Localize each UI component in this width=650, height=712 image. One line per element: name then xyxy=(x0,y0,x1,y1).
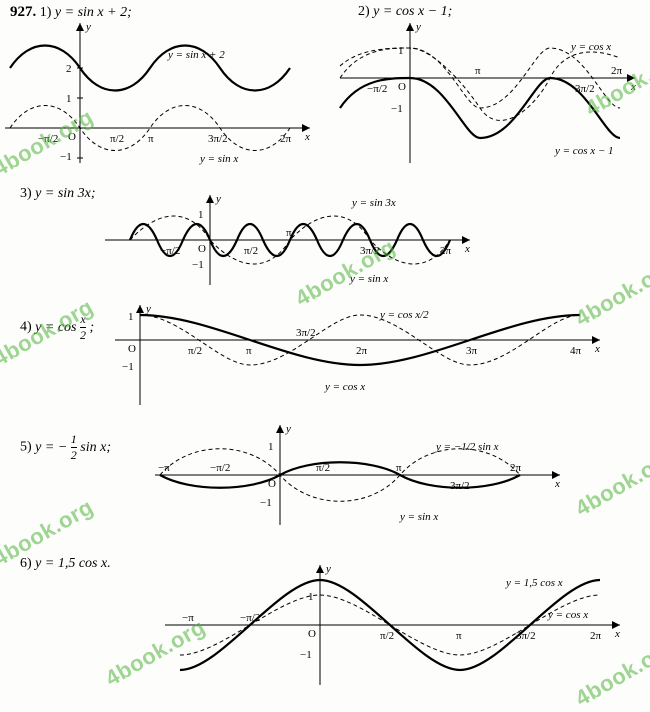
chart-3: y x O 1 −1 −π/2 π/2 π 3π/2 2π y = sin 3x… xyxy=(100,190,480,290)
svg-text:−1: −1 xyxy=(300,649,312,661)
svg-text:−1: −1 xyxy=(122,361,134,373)
svg-text:3π/2: 3π/2 xyxy=(208,133,228,145)
svg-text:3π/2: 3π/2 xyxy=(360,245,380,257)
svg-text:y: y xyxy=(215,193,221,205)
chart-5: y x O 1 −1 −π −π/2 π/2 π 3π/2 2π y = −1/… xyxy=(150,420,570,530)
svg-text:2π: 2π xyxy=(280,133,292,145)
svg-text:O: O xyxy=(128,343,136,355)
svg-text:2π: 2π xyxy=(590,630,602,642)
svg-text:π/2: π/2 xyxy=(380,630,394,642)
svg-text:−π: −π xyxy=(182,612,194,624)
svg-text:O: O xyxy=(198,243,206,255)
svg-text:x: x xyxy=(464,243,470,255)
svg-text:−π/2: −π/2 xyxy=(160,245,180,257)
svg-text:−π: −π xyxy=(158,462,170,474)
svg-text:y = sin x + 2: y = sin x + 2 xyxy=(167,49,225,61)
svg-text:y = cos x: y = cos x xyxy=(324,381,365,393)
svg-text:3π/2: 3π/2 xyxy=(516,630,536,642)
svg-text:2π: 2π xyxy=(611,65,623,77)
item-3-eq: y = sin 3x; xyxy=(35,186,95,201)
svg-text:y = 1,5 cos x: y = 1,5 cos x xyxy=(505,577,563,589)
svg-text:π/2: π/2 xyxy=(244,245,258,257)
item-5-eq: y = − 12 sin x; xyxy=(35,440,111,455)
svg-text:y: y xyxy=(325,563,331,575)
svg-text:3π/2: 3π/2 xyxy=(575,83,595,95)
svg-text:y = sin x: y = sin x xyxy=(399,511,438,523)
svg-text:π: π xyxy=(456,630,462,642)
svg-text:2π: 2π xyxy=(510,462,522,474)
svg-text:−1: −1 xyxy=(192,259,204,271)
svg-text:O: O xyxy=(398,81,406,93)
item-4-eq: y = cos x2 ; xyxy=(35,320,94,335)
svg-text:1: 1 xyxy=(398,45,404,57)
svg-text:π/2: π/2 xyxy=(316,462,330,474)
svg-text:−π/2: −π/2 xyxy=(38,133,58,145)
svg-text:1: 1 xyxy=(66,93,72,105)
svg-text:1: 1 xyxy=(198,209,204,221)
svg-text:4π: 4π xyxy=(570,345,582,357)
svg-text:−1: −1 xyxy=(391,103,403,115)
svg-text:y = cos x: y = cos x xyxy=(547,609,588,621)
svg-text:π/2: π/2 xyxy=(110,133,124,145)
svg-text:y = −1/2 sin x: y = −1/2 sin x xyxy=(435,441,499,453)
svg-text:π: π xyxy=(475,65,481,77)
svg-text:y = sin 3x: y = sin 3x xyxy=(351,197,396,209)
svg-text:y = cos x − 1: y = cos x − 1 xyxy=(554,145,614,157)
svg-text:3π/2: 3π/2 xyxy=(296,327,316,339)
svg-text:2π: 2π xyxy=(440,245,452,257)
svg-text:O: O xyxy=(68,131,76,143)
chart-2: y x O 1 −1 −π/2 π 3π/2 2π y = cos x y = … xyxy=(335,18,645,168)
svg-text:y = cos x: y = cos x xyxy=(570,41,611,53)
svg-text:x: x xyxy=(630,81,636,93)
svg-text:y = cos x/2: y = cos x/2 xyxy=(379,309,429,321)
svg-text:y = sin x: y = sin x xyxy=(349,273,388,285)
svg-text:−1: −1 xyxy=(260,497,272,509)
svg-text:y = sin x: y = sin x xyxy=(199,153,238,165)
svg-text:1: 1 xyxy=(308,591,314,603)
svg-text:−π/2: −π/2 xyxy=(367,83,387,95)
svg-text:O: O xyxy=(308,628,316,640)
watermark: 4book.org xyxy=(571,444,650,522)
svg-text:2π: 2π xyxy=(356,345,368,357)
svg-text:y: y xyxy=(145,303,151,315)
svg-text:π: π xyxy=(396,462,402,474)
svg-text:x: x xyxy=(554,478,560,490)
svg-text:1: 1 xyxy=(128,311,134,323)
svg-text:y: y xyxy=(285,423,291,435)
svg-text:π: π xyxy=(246,345,252,357)
svg-text:1: 1 xyxy=(268,441,274,453)
chart-6: y x O 1 −1 −π −π/2 π/2 π 3π/2 2π y = 1,5… xyxy=(160,560,630,690)
svg-text:π/2: π/2 xyxy=(188,345,202,357)
svg-text:3π/2: 3π/2 xyxy=(450,480,470,492)
chart-1: y x O 1 2 −1 −π/2 π/2 π 3π/2 2π y = sin … xyxy=(0,18,320,168)
chart-4: y x O 1 −1 π/2 π 3π/2 2π 3π 4π y = cos x… xyxy=(110,300,610,410)
svg-text:x: x xyxy=(304,131,310,143)
svg-text:−π/2: −π/2 xyxy=(210,462,230,474)
svg-text:x: x xyxy=(614,628,620,640)
item-6-eq: y = 1,5 cos x. xyxy=(35,556,111,571)
svg-text:3π: 3π xyxy=(466,345,478,357)
svg-text:y: y xyxy=(415,21,421,33)
item-2-label: 2) xyxy=(358,4,370,19)
svg-text:π: π xyxy=(148,133,154,145)
svg-text:y: y xyxy=(85,21,91,33)
item-4-label: 4) xyxy=(20,320,32,335)
item-5-label: 5) xyxy=(20,440,32,455)
svg-text:−π/2: −π/2 xyxy=(240,612,260,624)
item-6-label: 6) xyxy=(20,556,32,571)
item-3-label: 3) xyxy=(20,186,32,201)
item-2-eq: y = cos x − 1; xyxy=(373,4,452,19)
svg-text:π: π xyxy=(286,227,292,239)
svg-text:2: 2 xyxy=(66,63,72,75)
svg-text:x: x xyxy=(594,343,600,355)
svg-text:−1: −1 xyxy=(60,151,72,163)
